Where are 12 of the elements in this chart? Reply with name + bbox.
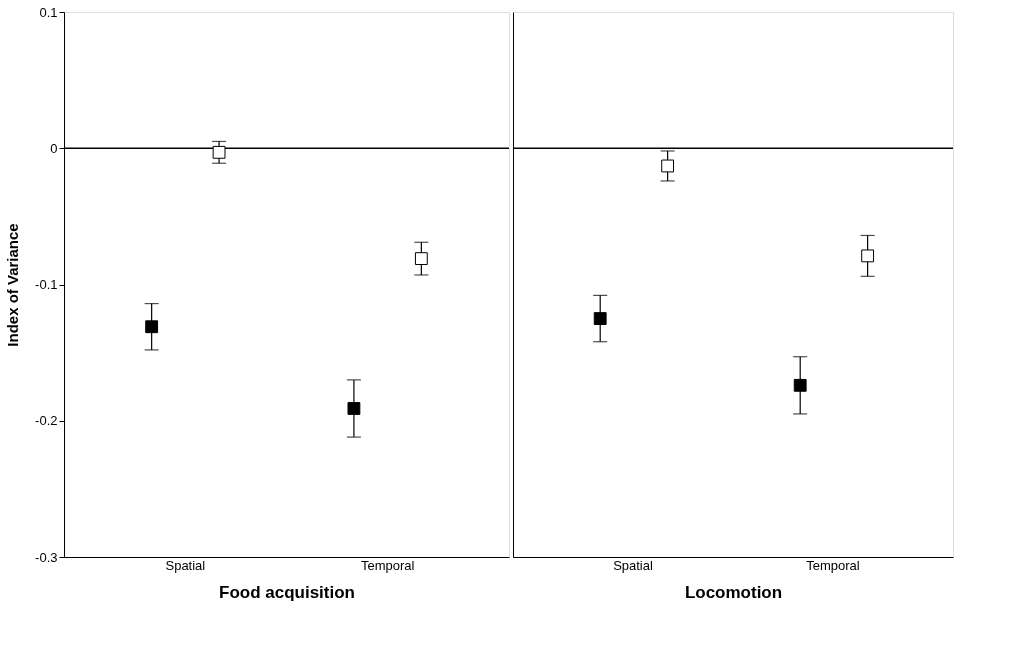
- x-tick-label: Spatial: [165, 557, 206, 573]
- x-axis-title: Food acquisition: [219, 582, 355, 602]
- x-axis-title: Locomotion: [684, 582, 783, 602]
- x-tick-label: Temporal: [360, 557, 415, 573]
- y-tick-label: -0.3: [35, 549, 58, 565]
- y-axis-title: Index of Variance: [4, 223, 22, 347]
- x-tick-label: Spatial: [613, 557, 653, 573]
- y-tick-label: 0: [50, 140, 58, 156]
- y-tick-label: -0.1: [35, 277, 58, 292]
- y-tick-label: -0.2: [35, 413, 58, 429]
- y-tick-label: 0.1: [39, 4, 58, 20]
- x-tick-label: Temporal: [806, 557, 860, 573]
